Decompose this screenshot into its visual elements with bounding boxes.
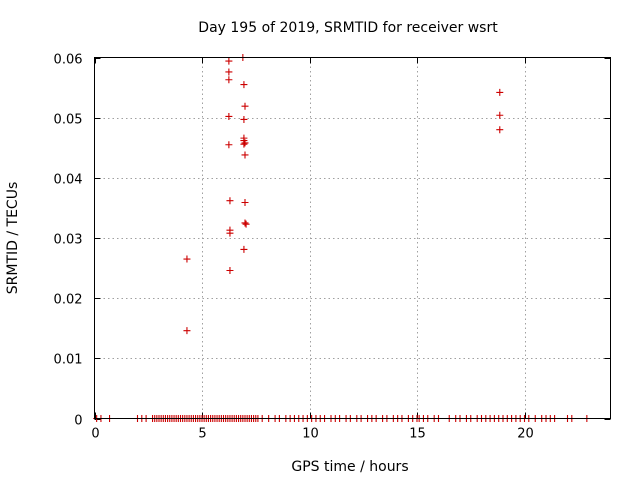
- data-point: [226, 229, 234, 237]
- data-point: [241, 151, 249, 159]
- data-point: [226, 197, 234, 205]
- data-point: [226, 266, 234, 274]
- data-point: [240, 245, 248, 253]
- y-tick-label: 0.02: [54, 293, 83, 308]
- y-tick-label: 0.06: [54, 53, 83, 68]
- data-point: [225, 141, 233, 149]
- data-point: [241, 139, 249, 147]
- data-point: [241, 199, 249, 207]
- x-tick-label: 10: [302, 427, 319, 442]
- grid-lines: [94, 57, 611, 419]
- y-tick-label: 0.03: [54, 233, 83, 248]
- y-tick-label: 0.04: [54, 173, 83, 188]
- y-tick-label: 0: [74, 414, 82, 429]
- data-point: [225, 57, 233, 65]
- data-point: [240, 115, 248, 123]
- x-axis-label: GPS time / hours: [291, 459, 408, 475]
- x-tick-label: 20: [517, 427, 534, 442]
- data-point: [496, 88, 504, 96]
- x-tick-label: 5: [198, 427, 206, 442]
- tick-labels: 0 5 10 15 20 0 0.01 0.02 0.03 0.04 0.05 0.06: [54, 53, 534, 442]
- data-point: [240, 140, 248, 148]
- y-tick-label: 0.01: [54, 353, 83, 368]
- data-point: [242, 220, 250, 228]
- x-tick-label: 0: [91, 427, 99, 442]
- data-point: [183, 255, 191, 263]
- data-point: [225, 112, 233, 120]
- data-point: [240, 81, 248, 89]
- chart-title: Day 195 of 2019, SRMTID for receiver wsr…: [198, 20, 498, 36]
- data-point: [496, 111, 504, 119]
- y-tick-label: 0.05: [54, 113, 83, 128]
- data-point: [241, 219, 249, 227]
- y-axis-label: SRMTID / TECUs: [5, 182, 21, 295]
- data-point: [225, 76, 233, 84]
- data-point: [225, 68, 233, 76]
- data-point: [241, 102, 249, 110]
- data-point: [496, 126, 504, 134]
- plot-frame: [94, 57, 611, 419]
- x-tick-label: 15: [409, 427, 426, 442]
- data-point: [183, 327, 191, 335]
